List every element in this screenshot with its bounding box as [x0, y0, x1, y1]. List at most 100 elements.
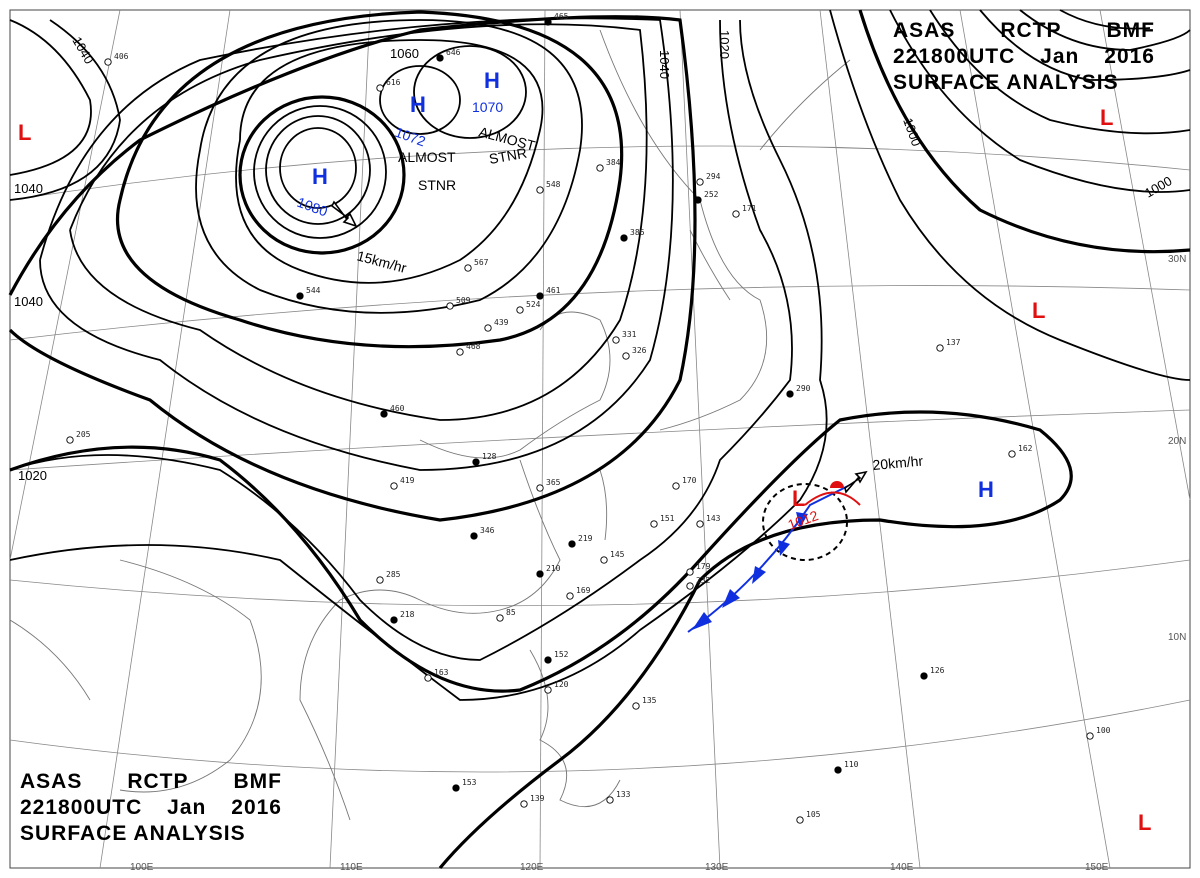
low-motion-label: 20km/hr — [872, 453, 924, 473]
station-marker — [686, 568, 694, 576]
almost-stnr-label: STNR — [488, 145, 528, 167]
station-marker — [536, 292, 544, 300]
station-pressure-value: 133 — [616, 790, 631, 799]
isobars — [8, 9, 1191, 870]
high-symbol: H — [312, 164, 328, 189]
station-marker — [436, 54, 444, 62]
lat-label: 20N — [1168, 436, 1186, 447]
station-marker — [390, 482, 398, 490]
station-pressure-value: 509 — [456, 296, 471, 305]
almost-stnr-label: ALMOST — [398, 149, 456, 165]
station-marker — [786, 390, 794, 398]
station-pressure-value: 151 — [660, 514, 675, 523]
station-marker — [484, 324, 492, 332]
station-marker — [66, 436, 74, 444]
high-symbol: H — [410, 92, 426, 117]
header-month: Jan — [1040, 45, 1080, 68]
station-pressure-value: 346 — [480, 526, 495, 535]
header-month: Jan — [167, 796, 207, 819]
station-pressure-value: 548 — [546, 180, 561, 189]
station-marker — [1086, 732, 1094, 740]
station-marker — [104, 58, 112, 66]
header-product: SURFACE ANALYSIS — [20, 822, 246, 845]
station-pressure-value: 232 — [696, 576, 711, 585]
station-pressure-value: 163 — [434, 668, 449, 677]
station-pressure-value: 85 — [506, 608, 516, 617]
header-agency: ASAS — [20, 770, 83, 793]
header-station: RCTP — [1000, 19, 1062, 42]
station-pressure-value: 567 — [474, 258, 489, 267]
warm-front — [804, 481, 861, 506]
station-pressure-value: 406 — [114, 52, 129, 61]
station-pressure-value: 152 — [554, 650, 569, 659]
station-marker — [496, 614, 504, 622]
header-time: 221800UTC — [20, 796, 143, 819]
station-marker — [612, 336, 620, 344]
station-marker — [390, 616, 398, 624]
station-marker — [424, 674, 432, 682]
station-marker — [446, 302, 454, 310]
lon-label: 110E — [340, 862, 363, 873]
station-pressure-value: 524 — [526, 300, 541, 309]
coastlines — [9, 29, 851, 821]
station-marker — [622, 352, 630, 360]
station-pressure-value: 460 — [390, 404, 405, 413]
station-pressure-value: 105 — [806, 810, 821, 819]
station-pressure-value: 170 — [682, 476, 697, 485]
station-pressure-value: 252 — [704, 190, 719, 199]
lon-label: 150E — [1085, 862, 1109, 873]
lat-lon-grid — [9, 9, 1191, 869]
station-marker — [732, 210, 740, 218]
station-marker — [672, 482, 680, 490]
station-marker — [650, 520, 658, 528]
station-pressure-value: 365 — [546, 478, 561, 487]
station-pressure-value: 153 — [462, 778, 477, 787]
station-pressure-value: 331 — [622, 330, 637, 339]
header-office: BMF — [1106, 19, 1155, 42]
station-pressure-value: 419 — [400, 476, 415, 485]
station-marker — [596, 164, 604, 172]
lon-label: 120E — [520, 862, 544, 873]
low-symbol: L — [1100, 105, 1113, 130]
lat-label: 10N — [1168, 632, 1186, 643]
high-symbol: H — [978, 477, 994, 502]
station-pressure-value: 169 — [576, 586, 591, 595]
station-pressure-value: 646 — [446, 48, 461, 57]
isobar-label: 1060 — [390, 46, 419, 61]
station-pressure-value: 468 — [466, 342, 481, 351]
station-pressure-value: 205 — [76, 430, 91, 439]
header-product: SURFACE ANALYSIS — [893, 71, 1119, 94]
header-time: 221800UTC — [893, 45, 1016, 68]
low-symbol: L — [1032, 298, 1045, 323]
grid-labels: 30N 20N 10N 100E 110E 120E 130E 140E 150… — [130, 254, 1186, 873]
station-marker — [380, 410, 388, 418]
station-marker — [696, 520, 704, 528]
station-pressure-value: 219 — [578, 534, 593, 543]
lon-label: 100E — [130, 862, 154, 873]
station-pressure-value: 210 — [546, 564, 561, 573]
station-marker — [376, 576, 384, 584]
station-marker — [796, 816, 804, 824]
almost-stnr-label: STNR — [418, 177, 456, 193]
station-marker — [464, 264, 472, 272]
station-marker — [686, 582, 694, 590]
isobar-label: 1040 — [14, 294, 43, 309]
station-pressure-value: 465 — [554, 12, 569, 21]
station-marker — [834, 766, 842, 774]
chart-header-top: ASAS RCTP BMF 221800UTC Jan 2016 SURFACE… — [893, 18, 1155, 96]
station-marker — [376, 84, 384, 92]
station-marker — [544, 656, 552, 664]
isobar-label: 1020 — [18, 468, 47, 483]
station-pressure-value: 145 — [610, 550, 625, 559]
station-marker — [620, 234, 628, 242]
low-symbol: L — [792, 486, 805, 511]
station-marker — [632, 702, 640, 710]
station-pressure-value: 137 — [946, 338, 961, 347]
station-pressure-value: 544 — [306, 286, 321, 295]
station-plots: 465 406 616 646 384 294 386 548 567 544 509 524 461 4… — [66, 12, 1111, 824]
station-pressure-value: 326 — [632, 346, 647, 355]
station-pressure-value: 143 — [706, 514, 721, 523]
station-marker — [936, 344, 944, 352]
low-symbol: L — [18, 120, 31, 145]
station-marker — [544, 18, 552, 26]
